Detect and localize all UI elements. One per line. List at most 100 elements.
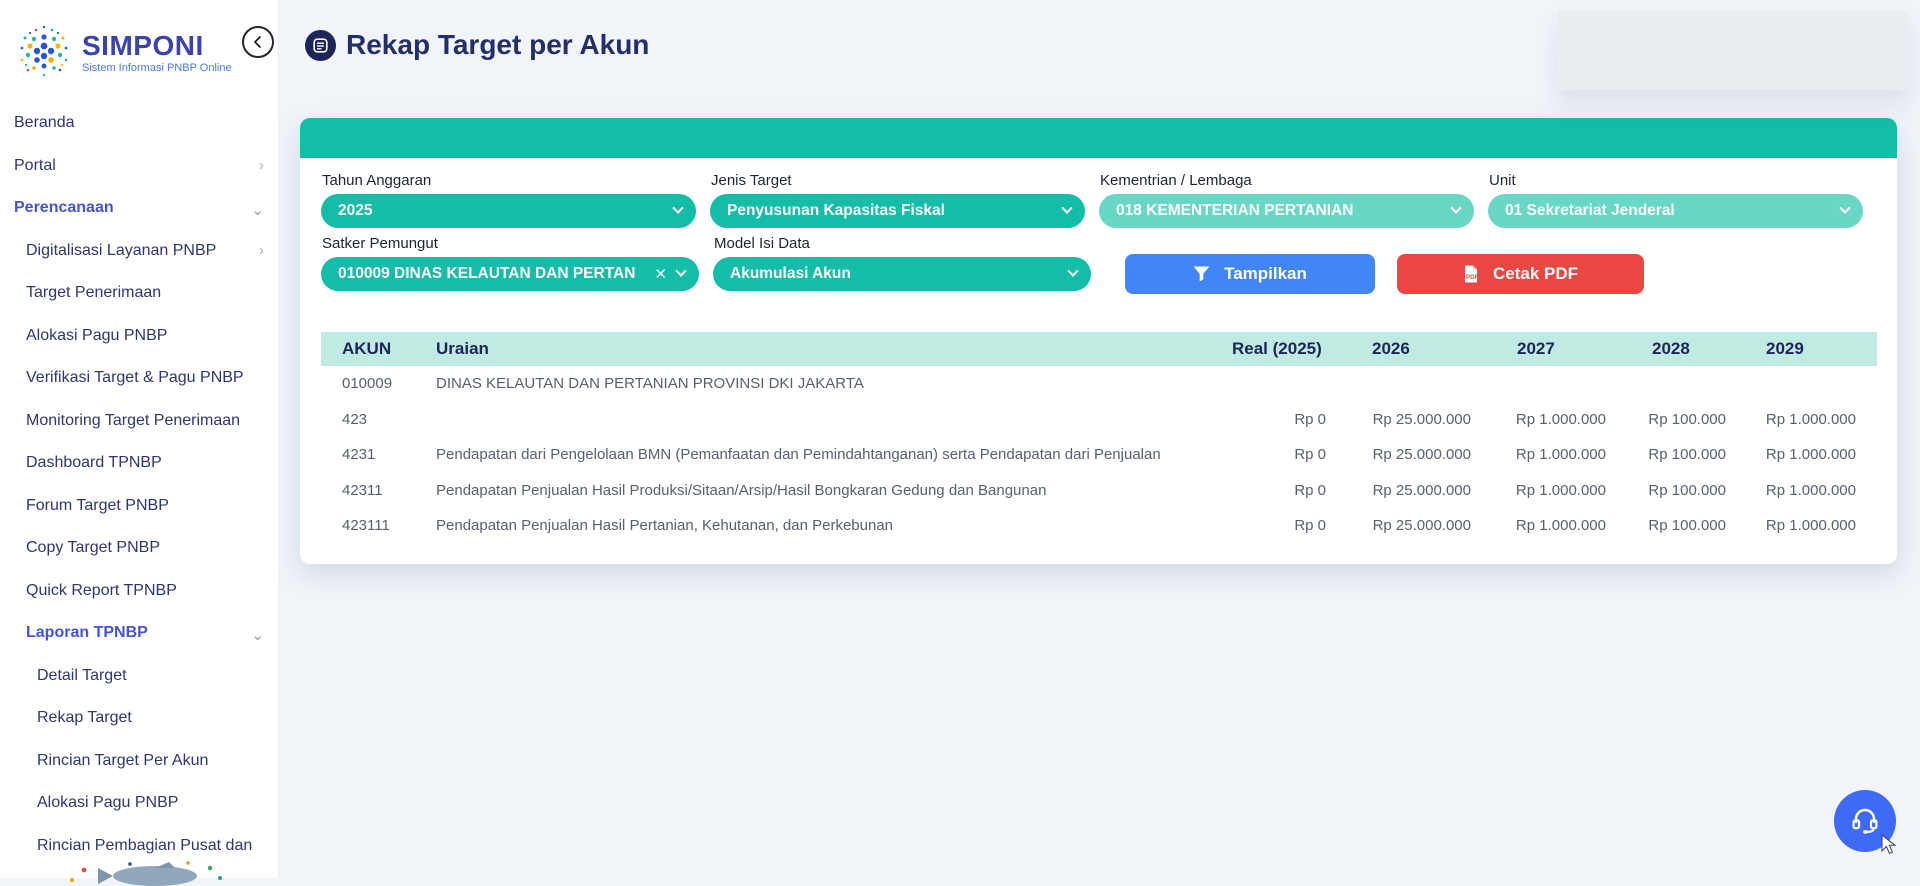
value-cell: Rp 25.000.000 (1372, 481, 1471, 499)
sidebar-item-forum-target-pnbp[interactable]: Forum Target PNBP (0, 485, 278, 528)
value-cell: Rp 25.000.000 (1372, 410, 1471, 428)
show-button-label: Tampilkan (1224, 264, 1307, 283)
sidebar-item-target-penerimaan[interactable]: Target Penerimaan (0, 272, 278, 315)
sidebar-item-label: Portal (14, 156, 56, 174)
report-icon (305, 30, 336, 61)
value-cell (1190, 366, 1330, 402)
sidebar-footer-illustration (70, 861, 222, 886)
value-cell: Rp 1.000.000 (1765, 446, 1856, 464)
filter-label: Tahun Anggaran (322, 172, 432, 189)
sidebar-collapse-button[interactable] (242, 26, 274, 58)
clear-selection-icon[interactable]: ✕ (654, 266, 667, 283)
sidebar-item-label: Alokasi Pagu PNBP (37, 794, 179, 812)
sidebar-menu: Beranda Portal › Perencanaan ⌄ Digitalisasi L… (0, 102, 278, 867)
sidebar-item-label: Beranda (14, 114, 75, 132)
value-cell: Rp 0 (1294, 481, 1326, 499)
filter-select[interactable]: Akumulasi Akun (713, 257, 1091, 291)
filter-select[interactable]: Penyusunan Kapasitas Fiskal (710, 194, 1085, 228)
value-cell: Rp 1.000.000 (1515, 446, 1606, 464)
sidebar-item-perencanaan[interactable]: Perencanaan ⌄ (0, 187, 278, 230)
filters-row-2: Satker Pemungut 010009 DINAS KELAUTAN DAN… (321, 228, 1877, 294)
filter-field-model-isi-data: Model Isi Data Akumulasi Akun (713, 228, 1091, 291)
filters-row-1: Tahun Anggaran 2025 Jenis Target Penyusunan… (321, 165, 1877, 228)
sidebar-item-alokasi-pagu-pnbp[interactable]: Alokasi Pagu PNBP (0, 782, 278, 825)
sidebar-item-quick-report-tpnbp[interactable]: Quick Report TPNBP (0, 570, 278, 613)
user-info-placeholder (1558, 10, 1908, 90)
svg-text:PDF: PDF (1466, 274, 1479, 281)
akun-code: 423 (342, 410, 368, 428)
sidebar-item-portal[interactable]: Portal › (0, 145, 278, 188)
value-cell (1610, 366, 1730, 402)
filter-field-unit: Unit 01 Sekretariat Jenderal (1488, 165, 1863, 228)
value-cell: Rp 25.000.000 (1372, 446, 1471, 464)
chevron-down-icon (1839, 202, 1851, 214)
sidebar-item-laporan-tpnbp[interactable]: Laporan TPNBP ⌄ (0, 612, 278, 655)
filter-select-value: Penyusunan Kapasitas Fiskal (727, 202, 945, 219)
support-chat-button[interactable] (1834, 790, 1897, 855)
filter-label: Satker Pemungut (322, 235, 438, 252)
sidebar-item-label: Dashboard TPNBP (26, 454, 162, 472)
value-cell (1475, 366, 1610, 402)
uraian-text (436, 402, 1190, 438)
chevron-right-icon: › (259, 157, 264, 175)
value-cell: Rp 1.000.000 (1765, 481, 1856, 499)
value-cell: Rp 1.000.000 (1765, 410, 1856, 428)
show-button[interactable]: Tampilkan (1125, 254, 1375, 294)
filter-select[interactable]: 010009 DINAS KELAUTAN DAN PERTAN ✕ (321, 257, 699, 291)
sidebar-item-rincian-pembagian-pusat-dan[interactable]: Rincian Pembagian Pusat dan (0, 825, 278, 868)
uraian-text: Pendapatan Penjualan Hasil Produksi/Sita… (436, 481, 1047, 499)
sidebar-item-monitoring-target-penerimaan[interactable]: Monitoring Target Penerimaan (0, 400, 278, 443)
table-row: 4231 Pendapatan dari Pengelolaan BMN (Pem… (321, 437, 1877, 473)
filter-field-satker-pemungut: Satker Pemungut 010009 DINAS KELAUTAN DAN… (321, 228, 699, 291)
sidebar-item-label: Rincian Target Per Akun (37, 751, 209, 769)
sidebar-item-dashboard-tpnbp[interactable]: Dashboard TPNBP (0, 442, 278, 485)
sidebar-item-rekap-target[interactable]: Rekap Target (0, 697, 278, 740)
page-title: Rekap Target per Akun (346, 29, 650, 60)
table-row: 42311 Pendapatan Penjualan Hasil Produksi… (321, 473, 1877, 509)
cursor-arrow-icon (1881, 834, 1897, 855)
filter-select[interactable]: 018 KEMENTERIAN PERTANIAN (1099, 194, 1474, 228)
column-header-2027: 2027 (1475, 332, 1610, 366)
sidebar-item-label: Rekap Target (37, 709, 132, 727)
sidebar-item-verifikasi-target-pagu-pnbp[interactable]: Verifikasi Target & Pagu PNBP (0, 357, 278, 400)
sidebar-item-digitalisasi-layanan-pnbp[interactable]: Digitalisasi Layanan PNBP › (0, 230, 278, 273)
sidebar-item-label: Detail Target (37, 666, 127, 684)
sidebar-item-label: Perencanaan (14, 199, 114, 217)
value-cell: Rp 0 (1294, 517, 1326, 535)
sidebar-item-label: Target Penerimaan (26, 284, 162, 302)
sidebar-item-beranda[interactable]: Beranda (0, 102, 278, 145)
app-tagline: Sistem Informasi PNBP Online (82, 62, 232, 74)
page-header: Rekap Target per Akun (278, 0, 1920, 118)
filter-select[interactable]: 01 Sekretariat Jenderal (1488, 194, 1863, 228)
chevron-down-icon (1061, 202, 1073, 214)
print-pdf-button[interactable]: PDF Cetak PDF (1397, 254, 1644, 294)
akun-code: 010009 (342, 375, 393, 393)
sidebar-item-label: Verifikasi Target & Pagu PNBP (26, 369, 244, 387)
uraian-text: Pendapatan Penjualan Hasil Pertanian, Ke… (436, 517, 894, 535)
table-row: 423111 Pendapatan Penjualan Hasil Pertani… (321, 508, 1877, 544)
filter-label: Model Isi Data (714, 235, 810, 252)
chevron-down-icon: ⌄ (251, 201, 264, 219)
filter-select[interactable]: 2025 (321, 194, 696, 228)
filter-icon (1193, 266, 1210, 282)
column-header-2029: 2029 (1730, 332, 1877, 366)
akun-code: 423111 (342, 517, 390, 535)
table-header-row: AKUN Uraian Real (2025) 2026 2027 2028 2029 (321, 332, 1877, 366)
uraian-text: DINAS KELAUTAN DAN PERTANIAN PROVINSI DK… (436, 375, 864, 393)
sidebar-item-label: Quick Report TPNBP (26, 581, 177, 599)
sidebar-item-label: Alokasi Pagu PNBP (26, 326, 168, 344)
column-header-uraian: Uraian (436, 332, 1190, 366)
sidebar-item-alokasi-pagu-pnbp[interactable]: Alokasi Pagu PNBP (0, 315, 278, 358)
sidebar-item-rincian-target-per-akun[interactable]: Rincian Target Per Akun (0, 740, 278, 783)
chevron-right-icon: › (259, 242, 264, 260)
sidebar-item-copy-target-pnbp[interactable]: Copy Target PNBP (0, 527, 278, 570)
sidebar-item-label: Monitoring Target Penerimaan (26, 411, 241, 429)
filter-label: Jenis Target (711, 172, 792, 189)
filter-select-value: 01 Sekretariat Jenderal (1505, 202, 1675, 219)
akun-code: 42311 (342, 481, 383, 499)
sidebar-item-detail-target[interactable]: Detail Target (0, 655, 278, 698)
value-cell (1730, 366, 1877, 402)
value-cell: Rp 1.000.000 (1765, 517, 1856, 535)
filter-label: Unit (1489, 172, 1516, 189)
value-cell (1330, 366, 1475, 402)
